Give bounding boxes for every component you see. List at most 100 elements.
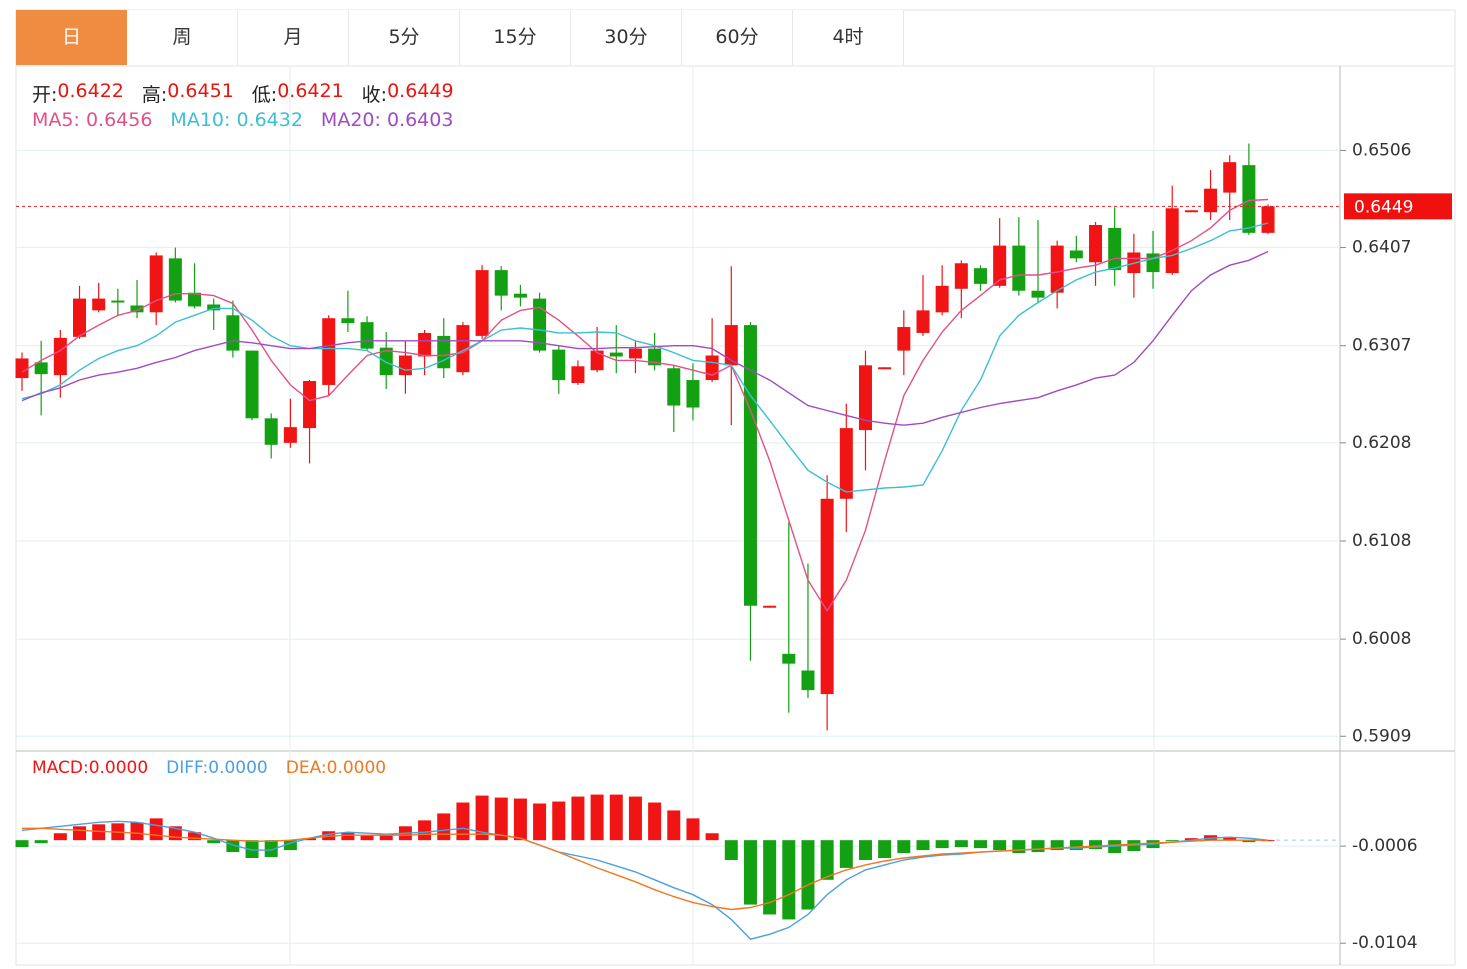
readout-item: 开: 0.6422 [32, 80, 124, 107]
candle-body [360, 322, 374, 349]
candle-body [168, 258, 182, 301]
candle-body [418, 332, 432, 357]
macd-bar [609, 794, 623, 841]
macd-bar [513, 798, 527, 841]
macd-bar [303, 838, 317, 841]
candle-body [1165, 208, 1179, 274]
readout-label: 低: [251, 84, 278, 106]
candle-body [437, 335, 451, 369]
macd-bar [935, 840, 949, 849]
candle-body [34, 362, 48, 375]
macd-bar [533, 803, 547, 841]
macd-bar [264, 840, 278, 858]
candle-body [188, 292, 202, 307]
readout-value: 0.6449 [387, 80, 454, 102]
y-tick-label: 0.6506 [1352, 140, 1411, 160]
legend-label: MA10: [170, 109, 231, 131]
candle-body [1223, 162, 1237, 193]
macd-bar [782, 840, 796, 920]
macd-bar [878, 840, 892, 859]
macd-bar [820, 840, 834, 880]
candle-body [283, 427, 297, 443]
price-tag [1344, 193, 1452, 220]
macd-bar [207, 840, 221, 844]
y-tick-label: 0.6407 [1352, 238, 1411, 258]
ma-line [21, 198, 1269, 613]
candle-body [207, 304, 221, 311]
macd-bar [648, 802, 662, 841]
candle-body [1242, 165, 1256, 233]
legend-item: MACD: 0.0000 [32, 758, 148, 778]
macd-bar [1031, 840, 1045, 853]
macd-bar [437, 813, 451, 841]
legend-item: DIFF: 0.0000 [166, 758, 268, 778]
candle-body [398, 355, 412, 376]
macd-bar [686, 818, 700, 841]
macd-bar [456, 802, 470, 841]
legend-value: 0.0000 [326, 758, 387, 778]
candle-body [686, 380, 700, 408]
tab[interactable]: 5分 [349, 10, 460, 65]
tab[interactable]: 周 [127, 10, 238, 65]
readout-item: 收: 0.6449 [362, 80, 454, 107]
macd-bar [801, 840, 815, 910]
candle-body [858, 365, 872, 431]
y-tick-label: 0.6208 [1352, 433, 1411, 453]
candle-body [839, 428, 853, 499]
macd-bar [705, 833, 719, 841]
readout-value: 0.6421 [277, 80, 344, 102]
macd-bar [858, 840, 872, 860]
candle-body [763, 605, 777, 608]
candle-body [954, 263, 968, 289]
y-tick-label: -0.0104 [1352, 933, 1418, 953]
candle-body [456, 325, 470, 373]
macd-bar [839, 840, 853, 868]
macd-bar [724, 840, 738, 860]
macd-bar [628, 796, 642, 841]
candle-body [782, 653, 796, 664]
y-tick-label: 0.6307 [1352, 336, 1411, 356]
y-tick-label: 0.5909 [1352, 726, 1411, 746]
legend-label: MA5: [32, 109, 80, 131]
frame [15, 9, 1456, 966]
y-tick-label: 0.6108 [1352, 531, 1411, 551]
candle-body [1204, 188, 1218, 213]
candle-body [916, 310, 930, 333]
macd-bar [1089, 840, 1103, 850]
ma-readout: MA5: 0.6456 MA10: 0.6432 MA20: 0.6403 [32, 109, 471, 131]
readout-item: 高: 0.6451 [142, 80, 234, 107]
macd-bar [226, 840, 240, 853]
candle-body [801, 670, 815, 691]
candle-body [628, 348, 642, 359]
ohlc-readout: 开: 0.6422 高: 0.6451 低: 0.6421 收: 0.6449 [32, 80, 472, 107]
tab[interactable]: 4时 [793, 10, 904, 65]
macd-bar [571, 796, 585, 841]
candle-body [322, 318, 336, 385]
y-tick-label: 0.6008 [1352, 629, 1411, 649]
candle-body [743, 325, 757, 606]
tab[interactable]: 30分 [571, 10, 682, 65]
tab[interactable]: 60分 [682, 10, 793, 65]
macd-bar [494, 797, 508, 841]
candle-body [1108, 227, 1122, 271]
candle-body [1261, 206, 1275, 233]
macd-bar [245, 840, 259, 859]
tab[interactable]: 月 [238, 10, 349, 65]
tab[interactable]: 15分 [460, 10, 571, 65]
macd-bar [667, 810, 681, 841]
candle-body [92, 298, 106, 311]
macd-bar [1165, 840, 1179, 842]
candle-body [974, 268, 987, 284]
tab[interactable]: 日 [16, 10, 127, 65]
macd-bar [418, 820, 432, 841]
macd-bar [1050, 840, 1064, 851]
macd-bar [341, 832, 355, 841]
candle-body [475, 270, 489, 336]
macd-readout: MACD: 0.0000 DIFF: 0.0000 DEA: 0.0000 [32, 758, 404, 778]
macd-bar [590, 794, 604, 841]
candle-body [53, 337, 67, 376]
readout-value: 0.6422 [57, 80, 124, 102]
macd-line [22, 827, 1269, 911]
macd-bar [360, 835, 374, 841]
